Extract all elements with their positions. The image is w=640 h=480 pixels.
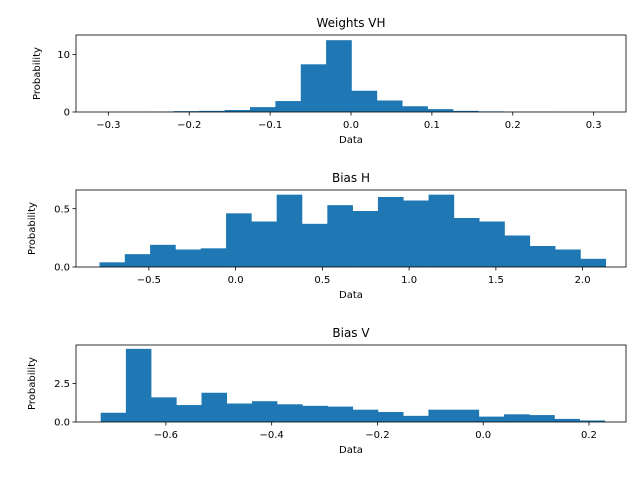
x-tick-label: 2.0 xyxy=(575,275,591,286)
histogram-bar xyxy=(352,211,379,267)
histogram-bar xyxy=(200,248,227,267)
x-tick-label: 0.0 xyxy=(228,275,244,286)
x-tick-label: −0.2 xyxy=(177,120,201,131)
x-tick-label: 1.0 xyxy=(401,275,417,286)
x-tick-label: 0.0 xyxy=(475,430,491,441)
chart-title: Bias H xyxy=(332,171,370,185)
histogram-bar xyxy=(251,401,278,422)
histogram-bar xyxy=(125,348,152,422)
histogram-bar xyxy=(327,205,353,267)
histogram-bar xyxy=(326,40,352,112)
histogram-panel-2: −0.5 0.0 0.5 1.0 1.5 2.0 0.0 0.5 Bias H Data Proba… xyxy=(27,171,627,301)
x-tick-label: −0.1 xyxy=(258,120,282,131)
y-tick-label: 10 xyxy=(57,50,70,61)
histogram-bar xyxy=(300,64,327,112)
chart-title: Weights VH xyxy=(316,16,385,30)
x-tick-label: −0.5 xyxy=(137,275,161,286)
histogram-bar xyxy=(173,111,200,112)
histogram-bar xyxy=(302,405,328,422)
y-axis-label: Probability xyxy=(32,47,43,100)
y-tick-label: 0.0 xyxy=(54,418,70,429)
y-axis-label: Probability xyxy=(27,202,38,255)
histogram-bar xyxy=(224,109,251,112)
histogram-bar xyxy=(249,107,276,112)
histogram-bar xyxy=(479,221,505,267)
x-tick-label: −0.4 xyxy=(260,430,284,441)
histogram-bar xyxy=(352,409,379,422)
x-axis-label: Data xyxy=(339,135,363,146)
histogram-bar xyxy=(99,262,126,267)
histogram-bar xyxy=(327,406,354,422)
histogram-panel-3: −0.6 −0.4 −0.2 0.0 0.2 0.0 2.5 Bias V Data Probab… xyxy=(27,326,627,456)
histogram-bar xyxy=(226,403,253,422)
x-tick-label: 0.5 xyxy=(314,275,330,286)
histogram-bar xyxy=(276,194,303,267)
histogram-bar xyxy=(100,412,127,422)
histogram-bar xyxy=(428,194,455,267)
histogram-bar xyxy=(277,404,303,422)
y-tick-label: 2.5 xyxy=(54,379,70,390)
x-tick-label: −0.3 xyxy=(96,120,120,131)
y-axis-label: Probability xyxy=(27,357,38,410)
histogram-bar xyxy=(351,90,378,112)
histogram-bar xyxy=(377,197,404,267)
chart-title: Bias V xyxy=(332,326,370,340)
histogram-bar xyxy=(554,418,580,422)
histogram-bar xyxy=(504,414,530,422)
histogram-bar xyxy=(580,258,607,267)
histogram-bar xyxy=(453,409,480,422)
x-tick-label: 1.5 xyxy=(488,275,504,286)
histogram-bar xyxy=(199,110,225,112)
histogram-bar xyxy=(403,200,429,267)
x-tick-label: 0.2 xyxy=(581,430,597,441)
histogram-bar xyxy=(529,246,556,267)
histogram-bar xyxy=(151,397,177,422)
x-axis-label: Data xyxy=(339,290,363,301)
histogram-bar xyxy=(376,100,403,112)
y-tick-label: 0.0 xyxy=(54,263,70,274)
x-axis-label: Data xyxy=(339,445,363,456)
x-tick-label: 0.3 xyxy=(586,120,602,131)
histogram-bar xyxy=(226,213,252,267)
x-tick-label: 0.0 xyxy=(343,120,359,131)
histogram-bar xyxy=(124,254,151,267)
histogram-bar xyxy=(175,249,202,267)
histogram-bar xyxy=(529,415,555,422)
histogram-bar xyxy=(427,109,454,112)
x-tick-label: −0.2 xyxy=(365,430,389,441)
histogram-bar xyxy=(275,101,302,112)
histogram-bar xyxy=(377,411,404,422)
x-tick-label: 0.2 xyxy=(505,120,521,131)
y-tick-label: 0 xyxy=(64,108,70,119)
histogram-bar xyxy=(452,110,479,112)
histogram-panel-1: −0.3 −0.2 −0.1 0.0 0.1 0.2 0.3 0 10 Weights VH Dat… xyxy=(32,16,627,146)
x-tick-label: −0.6 xyxy=(154,430,178,441)
histogram-bar xyxy=(150,244,176,267)
histogram-bar xyxy=(403,415,429,422)
histogram-bar xyxy=(176,405,202,422)
histogram-bar xyxy=(428,409,454,422)
axes-frame xyxy=(75,189,627,268)
x-tick-label: 0.1 xyxy=(424,120,440,131)
histogram-bar xyxy=(555,249,581,267)
histogram-bar xyxy=(201,392,228,422)
histogram-bar xyxy=(579,420,606,422)
histogram-bar xyxy=(402,106,428,112)
histogram-bar xyxy=(478,416,505,422)
histogram-bar xyxy=(302,223,328,267)
histogram-bar xyxy=(251,221,277,267)
y-tick-label: 0.5 xyxy=(54,204,70,215)
histogram-bar xyxy=(453,218,480,267)
histogram-bar xyxy=(504,235,531,267)
